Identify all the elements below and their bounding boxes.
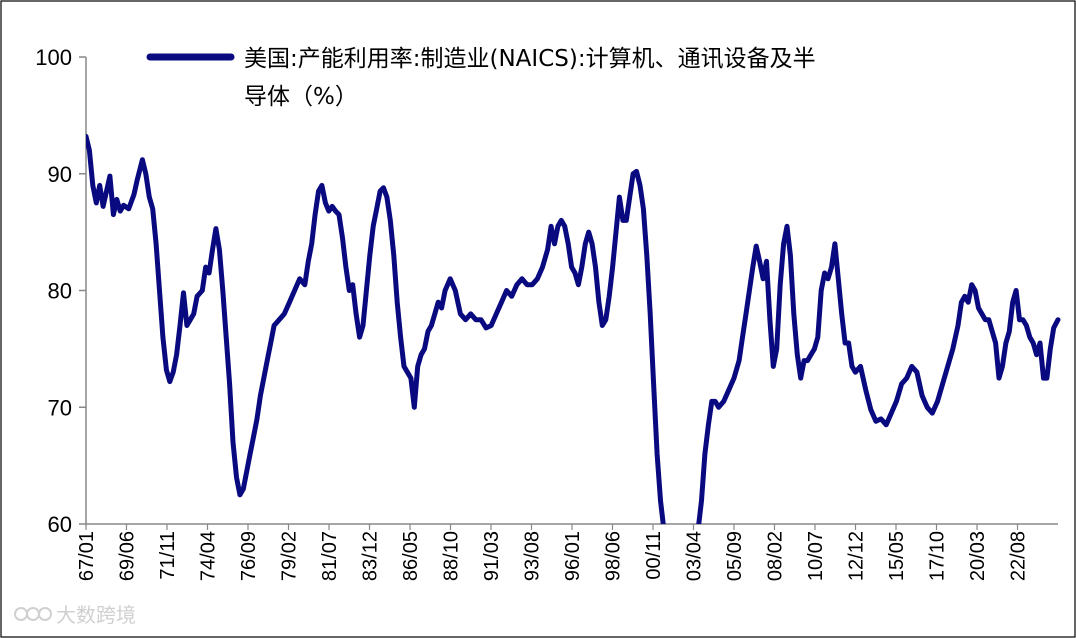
x-tick-label: 69/06: [117, 531, 139, 581]
y-tick-label: 70: [48, 395, 72, 420]
x-tick-label: 67/01: [76, 531, 98, 581]
x-tick-label: 17/10: [927, 531, 949, 581]
x-tick-label: 76/09: [238, 531, 260, 581]
y-tick-label: 90: [48, 162, 72, 187]
x-tick-label: 20/03: [967, 531, 989, 581]
x-tick-label: 86/05: [400, 531, 422, 581]
x-tick-label: 74/04: [198, 531, 220, 581]
x-axis-ticks: 67/01 69/06 71/11 74/04 76/09 79/02 81/07 83/12…: [76, 524, 1030, 581]
x-tick-label: 98/06: [603, 531, 625, 581]
y-tick-label: 60: [48, 512, 72, 537]
y-tick-label: 80: [48, 279, 72, 304]
x-tick-label: 93/08: [522, 531, 544, 581]
x-tick-label: 83/12: [360, 531, 382, 581]
x-tick-label: 08/02: [765, 531, 787, 581]
x-tick-label: 71/11: [157, 531, 179, 580]
legend-label: 美国:产能利用率:制造业(NAICS):计算机、通讯设备及半导体（%）: [244, 46, 816, 110]
y-tick-label: 100: [35, 45, 72, 70]
x-tick-label: 79/02: [279, 531, 301, 581]
x-tick-label: 96/01: [562, 531, 584, 581]
x-tick-label: 22/08: [1008, 531, 1030, 581]
x-tick-label: 15/05: [886, 531, 908, 581]
x-tick-label: 12/12: [846, 531, 868, 581]
watermark-text: 大数跨境: [56, 603, 136, 627]
series-line-capacity-utilization: [86, 133, 1061, 524]
x-tick-label: 05/09: [724, 531, 746, 581]
x-tick-label: 88/10: [441, 531, 463, 581]
x-tick-label: 91/03: [481, 531, 503, 581]
x-tick-label: 81/07: [319, 531, 341, 581]
y-axis-ticks: 60 70 80 90 100: [35, 45, 86, 537]
watermark: 大数跨境: [14, 603, 136, 627]
x-tick-label: 00/11: [643, 531, 665, 580]
x-tick-label: 10/07: [805, 531, 827, 581]
legend: 美国:产能利用率:制造业(NAICS):计算机、通讯设备及半导体（%）: [146, 46, 816, 110]
x-tick-label: 03/04: [684, 531, 706, 581]
